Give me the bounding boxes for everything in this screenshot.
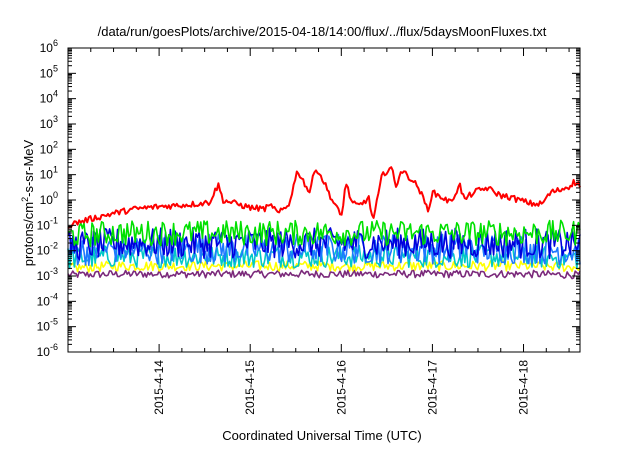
y-tick-label: 101 xyxy=(40,165,58,182)
series-line xyxy=(67,269,581,280)
series-line xyxy=(67,260,581,273)
x-tick-label: 2015-4-17 xyxy=(425,360,439,415)
y-tick-label: 10-4 xyxy=(37,291,58,308)
y-tick-label: 10-5 xyxy=(37,317,58,334)
y-axis-label-post: -s-sr-MeV xyxy=(21,139,36,196)
y-tick-label: 10-6 xyxy=(37,342,58,359)
chart-title: /data/run/goesPlots/archive/2015-04-18/1… xyxy=(98,24,547,39)
y-axis-label: protons/cm2-s-sr-MeV xyxy=(20,139,36,266)
y-tick-label: 10-1 xyxy=(37,215,58,232)
plot-frame xyxy=(67,47,581,353)
svg-text:protons/cm2-s-sr-MeV: protons/cm2-s-sr-MeV xyxy=(20,139,36,266)
y-tick-label: 103 xyxy=(40,114,58,131)
y-axis-label-sup: 2 xyxy=(20,197,30,202)
y-tick-label: 104 xyxy=(40,89,58,106)
x-axis-label: Coordinated Universal Time (UTC) xyxy=(222,428,421,443)
x-tick-label: 2015-4-14 xyxy=(152,360,166,415)
y-tick-label: 102 xyxy=(40,139,58,156)
ticks-layer: 10-6 10-5 10-4 10-3 10-2 10-1 100 101 102 103 104 1… xyxy=(37,38,580,415)
series-line xyxy=(68,219,581,248)
y-tick-label: 10-3 xyxy=(37,266,58,283)
y-tick-label: 106 xyxy=(40,38,58,55)
x-tick-label: 2015-4-15 xyxy=(243,360,257,415)
y-tick-label: 100 xyxy=(40,190,58,207)
y-axis-label-pre: protons/cm xyxy=(21,202,36,266)
x-tick-label: 2015-4-16 xyxy=(334,360,348,415)
series-layer xyxy=(67,166,581,280)
series-line xyxy=(67,166,581,229)
x-tick-label: 2015-4-18 xyxy=(517,360,531,415)
y-tick-label: 10-2 xyxy=(37,241,58,258)
y-tick-label: 105 xyxy=(40,63,58,80)
series-line xyxy=(67,244,581,270)
